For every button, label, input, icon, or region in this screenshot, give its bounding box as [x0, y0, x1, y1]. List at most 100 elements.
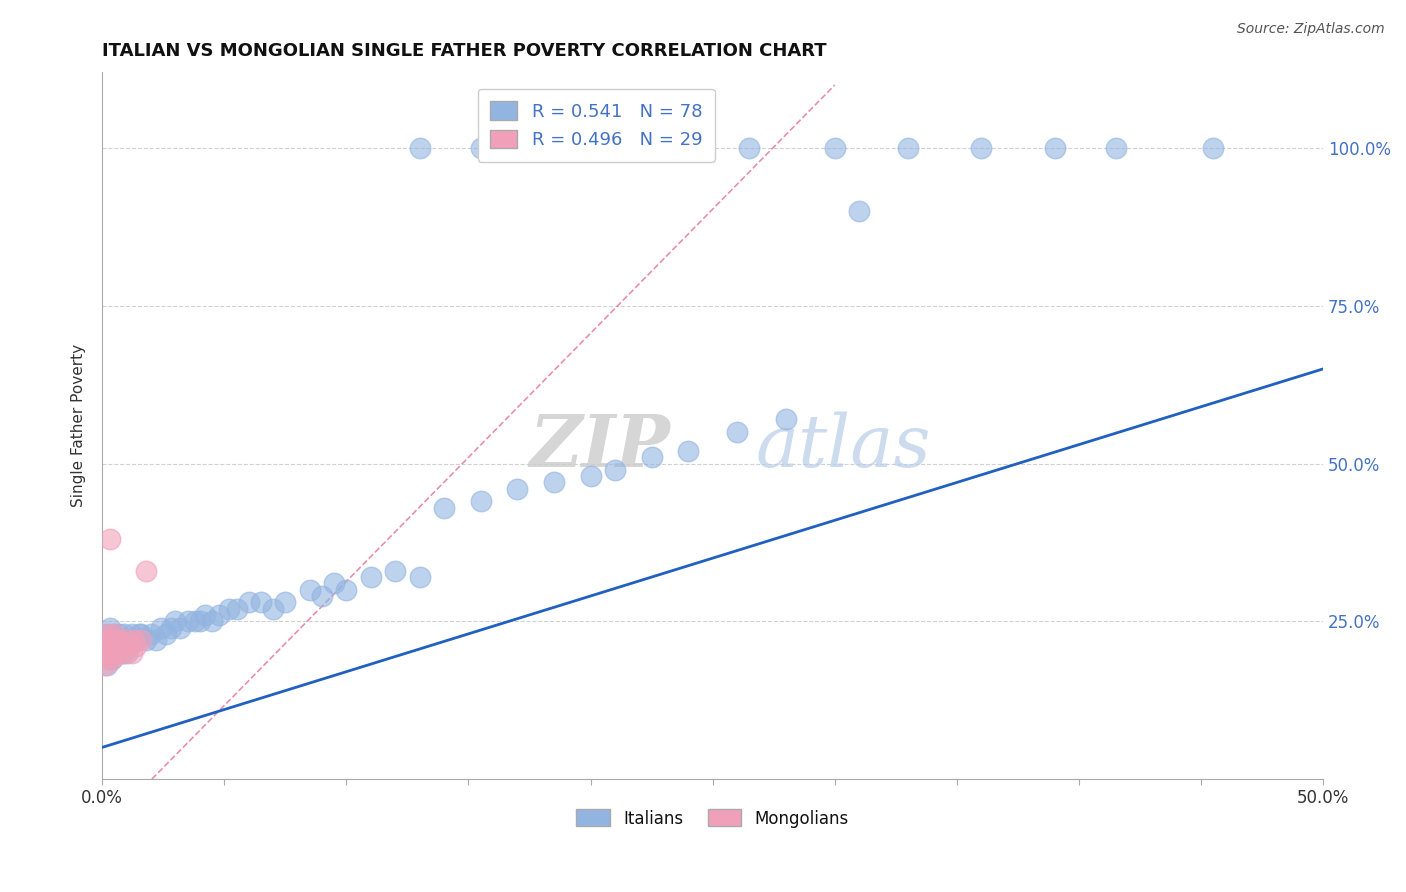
- Point: [115, 633, 138, 648]
- Point: [1202, 141, 1225, 155]
- Point: [93, 646, 115, 660]
- Point: [135, 564, 157, 578]
- Point: [506, 482, 529, 496]
- Point: [96, 640, 118, 654]
- Point: [101, 640, 124, 654]
- Point: [105, 640, 128, 654]
- Point: [238, 595, 260, 609]
- Point: [101, 652, 124, 666]
- Point: [208, 607, 231, 622]
- Point: [103, 646, 125, 660]
- Point: [145, 633, 167, 648]
- Point: [96, 640, 118, 654]
- Point: [970, 141, 993, 155]
- Point: [678, 443, 700, 458]
- Point: [408, 141, 430, 155]
- Point: [98, 533, 121, 547]
- Point: [274, 595, 297, 609]
- Point: [121, 627, 143, 641]
- Point: [93, 646, 115, 660]
- Point: [101, 633, 124, 648]
- Point: [112, 640, 135, 654]
- Point: [323, 576, 346, 591]
- Point: [118, 633, 141, 648]
- Point: [111, 640, 134, 654]
- Point: [848, 204, 870, 219]
- Point: [149, 621, 172, 635]
- Point: [101, 652, 124, 666]
- Point: [665, 141, 688, 155]
- Point: [335, 582, 357, 597]
- Point: [775, 412, 797, 426]
- Point: [543, 475, 565, 490]
- Point: [125, 640, 148, 654]
- Point: [470, 494, 492, 508]
- Text: Source: ZipAtlas.com: Source: ZipAtlas.com: [1237, 22, 1385, 37]
- Point: [519, 141, 541, 155]
- Point: [122, 633, 145, 648]
- Point: [96, 633, 118, 648]
- Point: [188, 614, 211, 628]
- Point: [128, 627, 150, 641]
- Point: [298, 582, 321, 597]
- Point: [897, 141, 920, 155]
- Point: [98, 646, 121, 660]
- Point: [93, 633, 115, 648]
- Point: [250, 595, 273, 609]
- Point: [108, 627, 131, 641]
- Point: [1043, 141, 1066, 155]
- Point: [115, 646, 138, 660]
- Point: [96, 658, 118, 673]
- Point: [184, 614, 207, 628]
- Point: [725, 425, 748, 439]
- Point: [640, 450, 662, 465]
- Point: [121, 646, 143, 660]
- Point: [108, 646, 131, 660]
- Point: [262, 601, 284, 615]
- Point: [592, 141, 614, 155]
- Point: [98, 646, 121, 660]
- Point: [105, 633, 128, 648]
- Point: [218, 601, 240, 615]
- Point: [225, 601, 247, 615]
- Point: [112, 627, 135, 641]
- Point: [118, 640, 141, 654]
- Point: [129, 633, 152, 648]
- Point: [108, 633, 131, 648]
- Text: ITALIAN VS MONGOLIAN SINGLE FATHER POVERTY CORRELATION CHART: ITALIAN VS MONGOLIAN SINGLE FATHER POVER…: [103, 42, 827, 60]
- Point: [579, 469, 602, 483]
- Point: [824, 141, 846, 155]
- Point: [470, 141, 492, 155]
- Point: [201, 614, 224, 628]
- Point: [112, 646, 135, 660]
- Point: [103, 640, 125, 654]
- Point: [129, 627, 152, 641]
- Point: [101, 633, 124, 648]
- Point: [105, 640, 128, 654]
- Point: [1104, 141, 1126, 155]
- Point: [96, 627, 118, 641]
- Y-axis label: Single Father Poverty: Single Father Poverty: [72, 344, 86, 508]
- Point: [125, 633, 148, 648]
- Point: [139, 627, 162, 641]
- Point: [101, 640, 124, 654]
- Point: [176, 614, 198, 628]
- Point: [105, 646, 128, 660]
- Point: [108, 633, 131, 648]
- Point: [103, 646, 125, 660]
- Point: [93, 658, 115, 673]
- Point: [194, 607, 217, 622]
- Point: [98, 633, 121, 648]
- Text: ZIP: ZIP: [529, 411, 669, 483]
- Point: [96, 652, 118, 666]
- Point: [384, 564, 406, 578]
- Point: [360, 570, 382, 584]
- Point: [122, 633, 145, 648]
- Point: [159, 621, 181, 635]
- Point: [111, 646, 134, 660]
- Point: [433, 500, 456, 515]
- Point: [96, 627, 118, 641]
- Point: [98, 633, 121, 648]
- Point: [103, 627, 125, 641]
- Point: [115, 633, 138, 648]
